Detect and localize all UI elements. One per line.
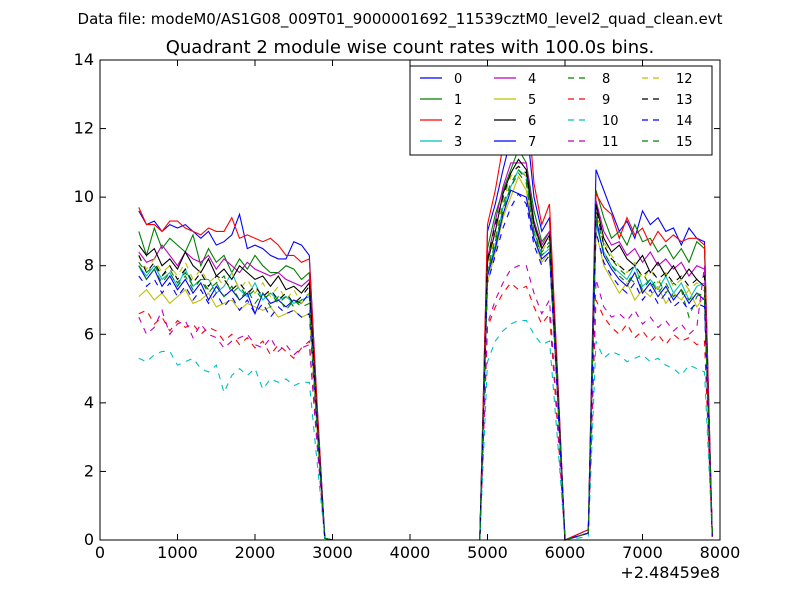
series-line-3 bbox=[138, 168, 713, 541]
series-line-10 bbox=[138, 320, 713, 541]
legend-label-8: 8 bbox=[602, 72, 610, 87]
y-tick-label: 8 bbox=[84, 256, 94, 275]
legend-frame bbox=[409, 65, 713, 156]
suptitle: Data file: modeM0/AS1G08_009T01_90000016… bbox=[78, 10, 723, 29]
x-tick-label: 1000 bbox=[157, 543, 198, 562]
legend-label-15: 15 bbox=[676, 135, 693, 150]
y-tick-label: 4 bbox=[84, 393, 94, 412]
series-line-15 bbox=[138, 172, 713, 541]
chart-title: Quadrant 2 module wise count rates with … bbox=[166, 37, 655, 58]
series-line-11 bbox=[138, 265, 713, 541]
x-tick-label: 6000 bbox=[545, 543, 586, 562]
y-tick-label: 12 bbox=[74, 119, 94, 138]
ticks-group: 0 1000 2000 3000 4000 5000 6000 7000 80000246810… bbox=[74, 50, 741, 562]
x-tick-label: 4000 bbox=[390, 543, 431, 562]
x-tick-label: 5000 bbox=[467, 543, 508, 562]
series-line-1 bbox=[138, 147, 713, 541]
y-tick-label: 0 bbox=[84, 530, 94, 549]
legend-label-11: 11 bbox=[602, 135, 619, 150]
legend-label-0: 0 bbox=[454, 72, 462, 87]
y-tick-label: 2 bbox=[84, 461, 94, 480]
legend-label-2: 2 bbox=[454, 114, 462, 129]
legend-label-12: 12 bbox=[676, 72, 693, 87]
x-tick-label: 8000 bbox=[700, 543, 741, 562]
legend-label-4: 4 bbox=[528, 72, 536, 87]
x-offset-label: +2.48459e8 bbox=[620, 563, 720, 582]
legend-label-9: 9 bbox=[602, 93, 610, 108]
legend-label-7: 7 bbox=[528, 135, 536, 150]
x-tick-label: 7000 bbox=[622, 543, 663, 562]
series-line-9 bbox=[138, 282, 713, 541]
series-line-5 bbox=[138, 175, 713, 541]
x-tick-label: 2000 bbox=[235, 543, 276, 562]
y-tick-label: 14 bbox=[74, 50, 94, 69]
legend-label-1: 1 bbox=[454, 93, 462, 108]
series-line-0 bbox=[138, 102, 713, 541]
legend-label-14: 14 bbox=[676, 114, 693, 129]
legend-label-6: 6 bbox=[528, 114, 536, 129]
x-tick-label: 0 bbox=[95, 543, 105, 562]
x-tick-label: 3000 bbox=[312, 543, 353, 562]
series-line-8 bbox=[138, 168, 713, 541]
legend-label-3: 3 bbox=[454, 135, 462, 150]
legend-label-5: 5 bbox=[528, 93, 536, 108]
series-line-14 bbox=[138, 192, 713, 541]
y-tick-label: 10 bbox=[74, 187, 94, 206]
y-tick-label: 6 bbox=[84, 324, 94, 343]
legend-label-13: 13 bbox=[676, 93, 693, 108]
series-line-6 bbox=[138, 158, 713, 541]
legend-label-10: 10 bbox=[602, 114, 619, 129]
